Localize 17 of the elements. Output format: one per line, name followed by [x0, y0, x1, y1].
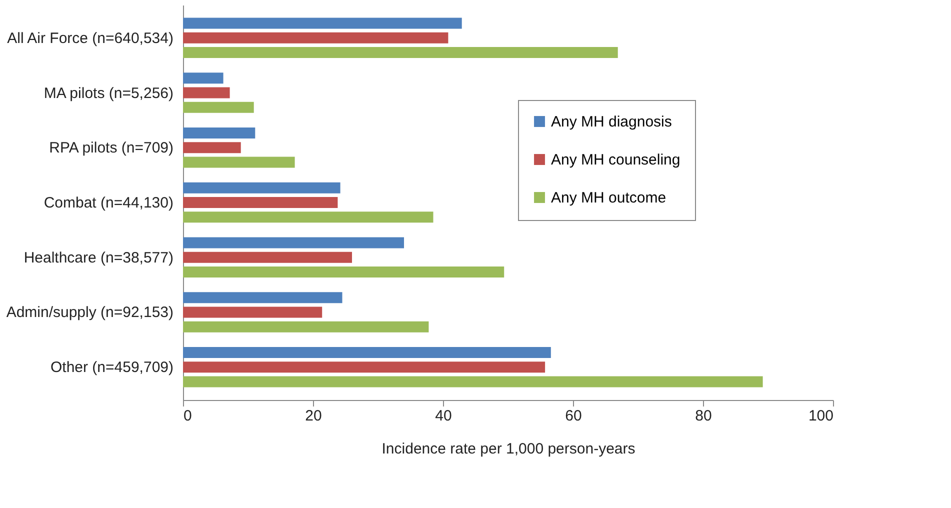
x-tick-label: 60: [565, 408, 582, 424]
x-tick-label: 80: [695, 408, 712, 424]
y-tick-label: Healthcare (n=38,577): [24, 249, 174, 266]
x-axis-title: Incidence rate per 1,000 person-years: [382, 440, 636, 458]
legend-label: Any MH outcome: [551, 190, 666, 206]
y-tick-label: Combat (n=44,130): [44, 194, 174, 212]
y-tick-label: RPA pilots (n=709): [49, 140, 174, 157]
legend-label: Any MH diagnosis: [551, 114, 672, 130]
legend-label: Any MH counseling: [551, 152, 680, 168]
y-tick-label: Admin/supply (n=92,153): [6, 304, 174, 322]
y-tick-label: Other (n=459,709): [50, 359, 174, 376]
x-tick-label: 20: [305, 408, 322, 424]
x-tick-label: 40: [435, 408, 452, 424]
y-tick-label: MA pilots (n=5,256): [44, 84, 174, 102]
x-tick-label: 100: [808, 408, 834, 424]
y-tick-label: All Air Force (n=640,534): [7, 30, 174, 47]
x-tick-label: 0: [184, 408, 192, 424]
